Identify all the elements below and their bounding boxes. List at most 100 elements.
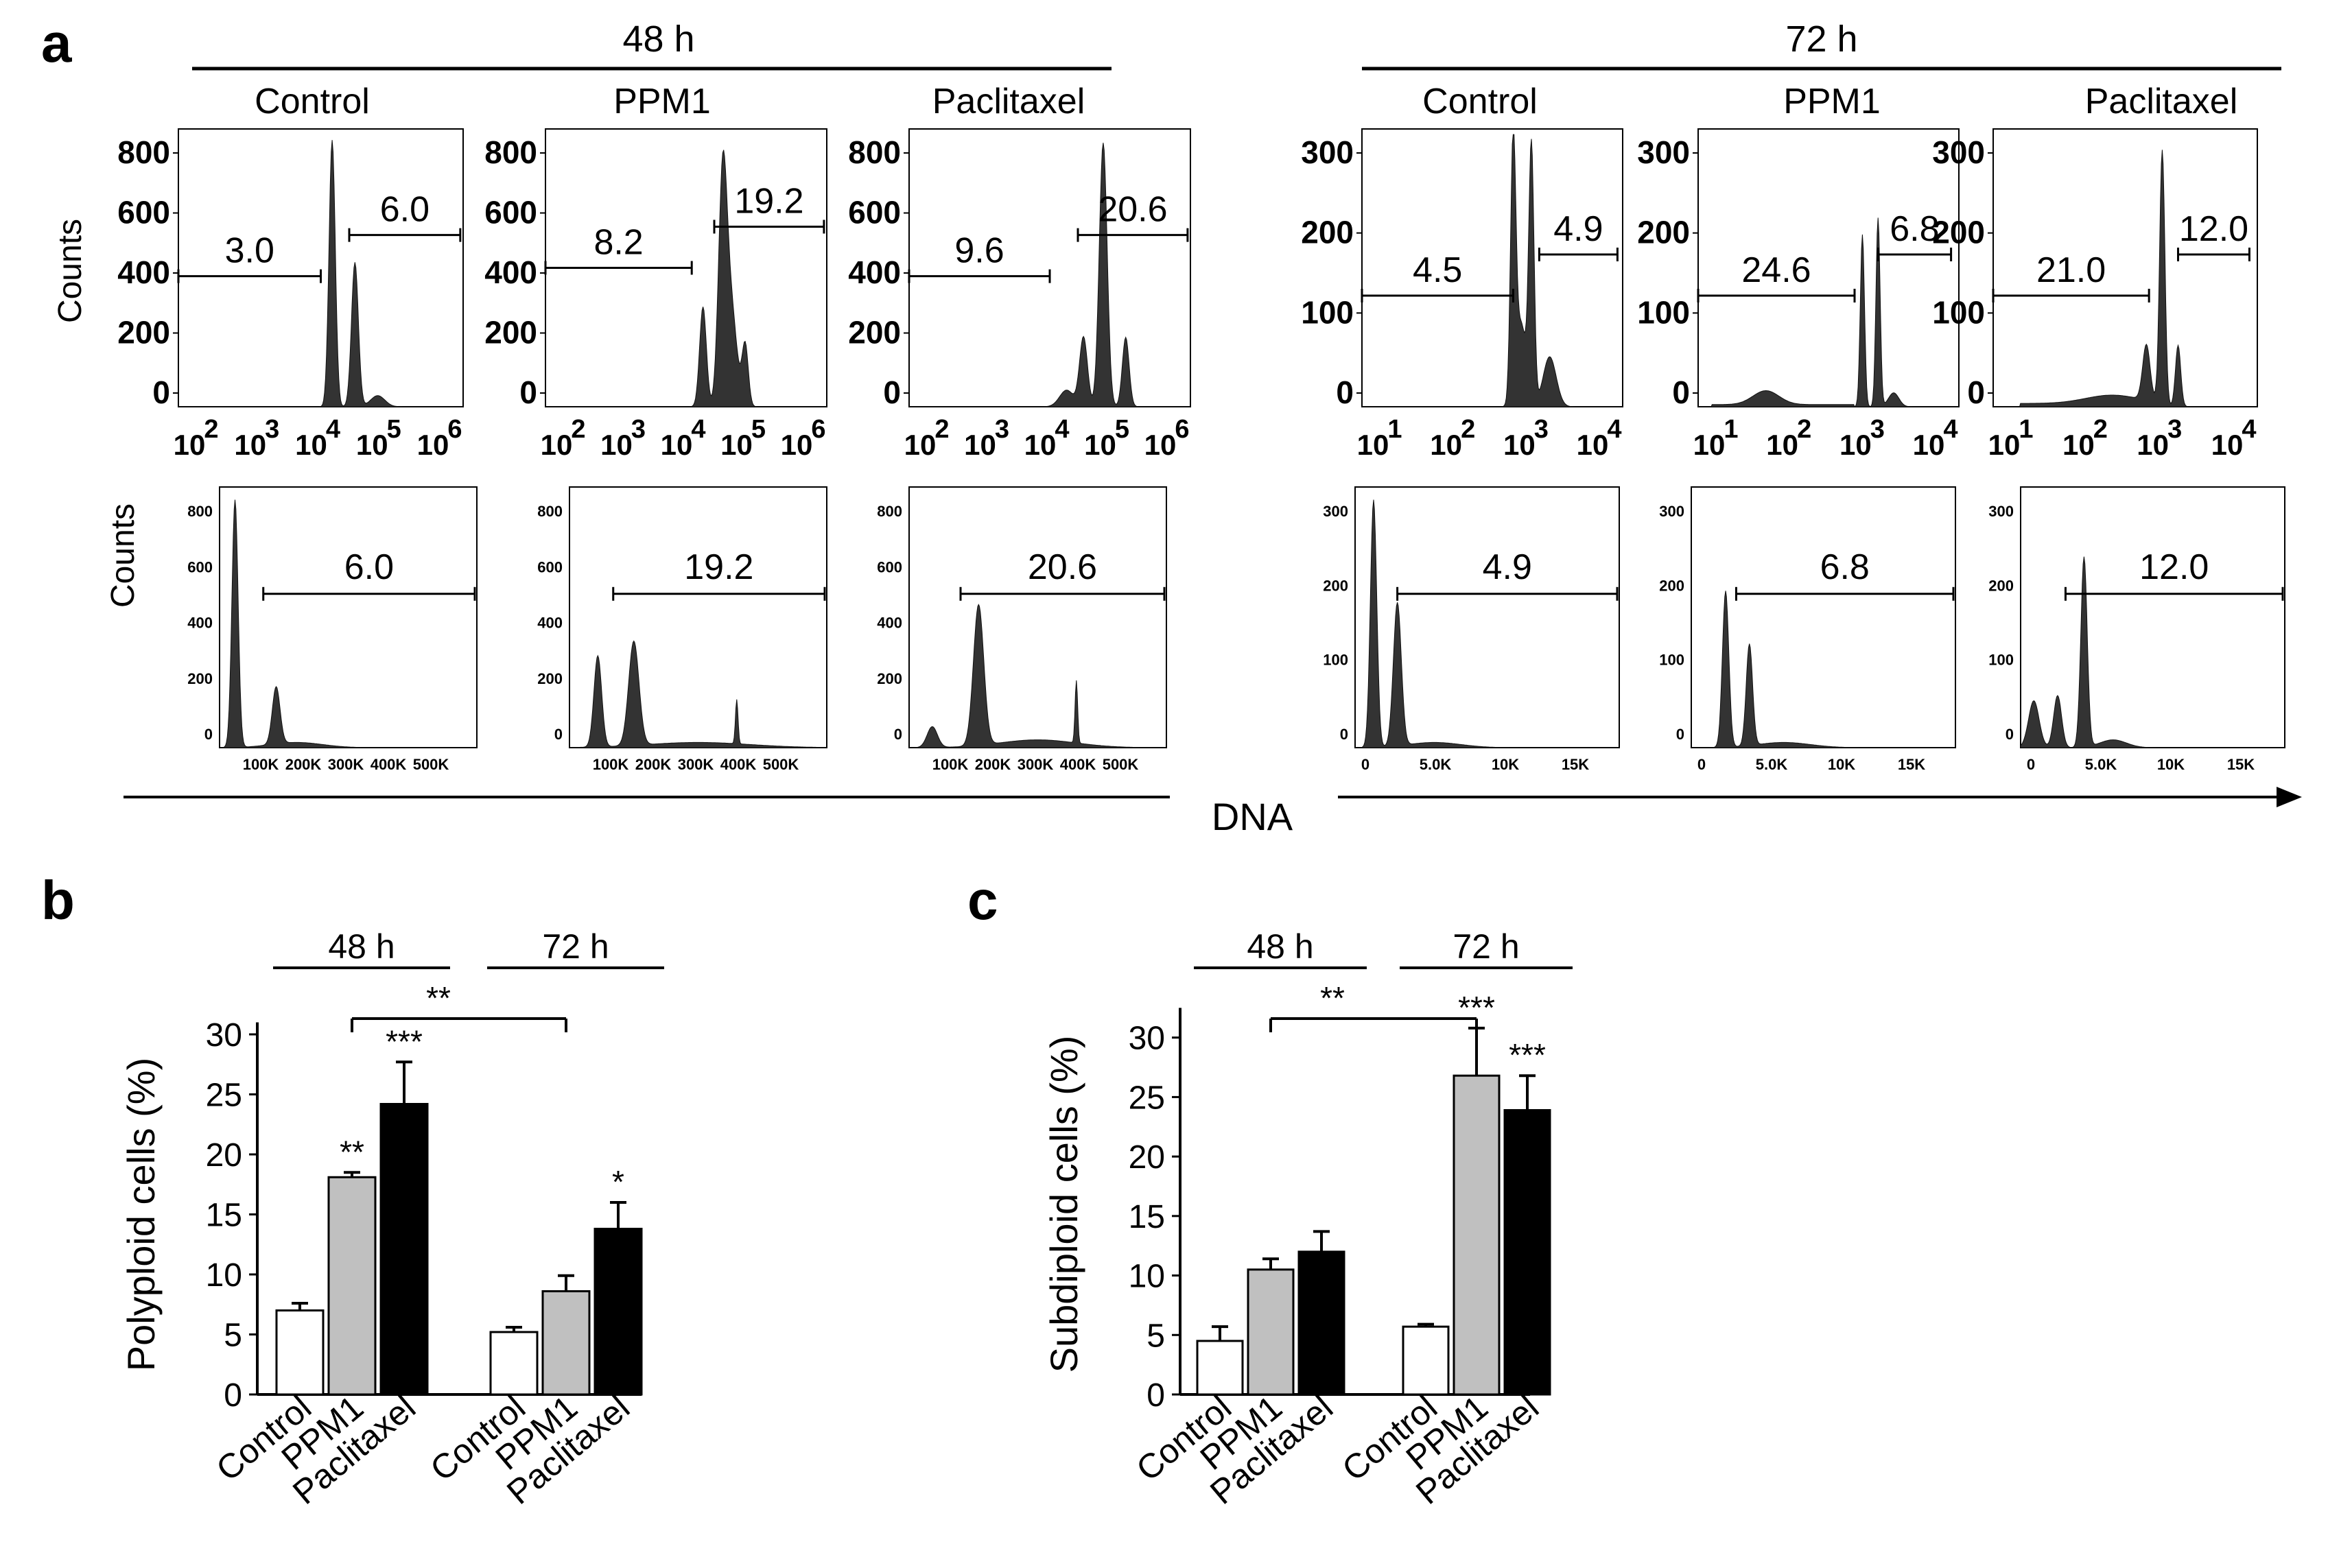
y-tick-label: 400: [877, 615, 902, 632]
bar-72h-Paclitaxel: [1503, 1108, 1551, 1396]
x-tick-label: 100K: [593, 756, 629, 773]
y-tick-label: 400: [187, 615, 213, 632]
y-axis-label: Polyploid cells (%): [119, 1058, 163, 1372]
gate-value: 8.2: [593, 223, 643, 263]
x-log-base: 10: [1766, 429, 1798, 461]
y-tick-label: 5: [224, 1318, 242, 1354]
y-tick-label: 300: [1637, 134, 1690, 170]
histogram-fill: [1698, 217, 1959, 407]
x-log-base: 10: [600, 429, 633, 461]
linear-histogram-0: 0 200 400 600 800 100K 200K 300K 400K 500K: [187, 486, 478, 773]
y-tick-label: 600: [537, 558, 563, 575]
significance-marker: ***: [1509, 1037, 1546, 1073]
x-log-exponent: 3: [1870, 415, 1885, 444]
y-tick-label: 400: [117, 254, 170, 290]
x-log-exponent: 2: [1797, 415, 1811, 444]
linear-histogram-5: 0 100 200 300 0 5.0K 10K 15K: [1988, 486, 2285, 773]
panel-label-c: c: [967, 870, 998, 931]
y-tick-label: 600: [484, 195, 537, 230]
x-tick-label: 5.0K: [1420, 756, 1452, 773]
y-tick-label: 0: [2006, 726, 2014, 743]
bar-72h-PPM1: [1453, 1074, 1501, 1396]
linear-gate-2: 20.6: [959, 547, 1166, 601]
y-tick-label: 800: [877, 503, 902, 520]
y-tick-label: 800: [848, 134, 901, 170]
y-tick-label: 300: [1323, 503, 1348, 520]
y-tick-label: 200: [1659, 577, 1684, 594]
group-header-1: 72 h: [542, 927, 609, 966]
x-log-exponent: 1: [1387, 415, 1402, 444]
bar-chart-c: 48 h 72 h 0 5 10 15 20 25 30 Subdiploid cells (%)…: [1042, 927, 1573, 1512]
x-tick-label: 400K: [371, 756, 407, 773]
bracket-label: **: [426, 980, 451, 1016]
y-tick-label: 600: [117, 195, 170, 230]
x-log-base: 10: [356, 429, 388, 461]
x-log-base: 10: [1913, 429, 1945, 461]
x-log-exponent: 1: [2019, 415, 2033, 444]
y-tick-label: 30: [1129, 1021, 1165, 1057]
x-log-base: 10: [541, 429, 573, 461]
x-log-base: 10: [234, 429, 266, 461]
gate-value: 19.2: [684, 547, 753, 587]
x-log-base: 10: [1084, 429, 1116, 461]
bar-72h-Control: [1402, 1325, 1450, 1396]
histogram-fill: [1362, 134, 1623, 407]
histogram-fill: [1993, 150, 2257, 407]
y-tick-label: 100: [1637, 294, 1690, 330]
y-tick-label: 300: [1301, 134, 1354, 170]
condition-title-1: PPM1: [613, 82, 711, 121]
counts-label-bottom: Counts: [105, 503, 141, 608]
x-log-base: 10: [781, 429, 813, 461]
y-tick-label: 0: [554, 726, 563, 743]
y-tick-label: 200: [1637, 215, 1690, 250]
y-tick-label: 200: [848, 315, 901, 351]
histogram-fill: [1354, 499, 1619, 748]
log-left-gate-1: 8.2: [544, 223, 693, 275]
bar-48h-Control: [1196, 1340, 1244, 1396]
log-right-gate-0: 6.0: [348, 190, 462, 242]
x-tick-label: 5.0K: [2085, 756, 2117, 773]
bar-72h-Control: [489, 1331, 539, 1396]
gate-value: 4.5: [1413, 250, 1462, 290]
gate-value: 20.6: [1098, 190, 1167, 230]
linear-gate-4: 6.8: [1735, 547, 1955, 601]
bar-48h-PPM1: [1247, 1268, 1295, 1396]
y-tick-label: 200: [1323, 577, 1348, 594]
x-log-exponent: 6: [1175, 415, 1189, 444]
x-log-exponent: 3: [995, 415, 1009, 444]
linear-gate-5: 12.0: [2064, 547, 2284, 601]
y-tick-label: 800: [117, 134, 170, 170]
y-axis-label: Subdiploid cells (%): [1042, 1036, 1085, 1373]
log-right-gate-5: 12.0: [2177, 209, 2250, 261]
y-tick-label: 10: [206, 1257, 242, 1294]
y-tick-label: 0: [519, 375, 537, 410]
condition-title-3: Control: [1422, 82, 1538, 121]
bracket-label: **: [1320, 980, 1345, 1016]
x-log-exponent: 6: [811, 415, 825, 444]
x-log-base: 10: [720, 429, 753, 461]
gate-value: 6.8: [1890, 209, 1939, 249]
x-log-base: 10: [1024, 429, 1057, 461]
x-log-base: 10: [1988, 429, 2021, 461]
y-tick-label: 0: [152, 375, 170, 410]
gate-value: 4.9: [1553, 209, 1603, 249]
bar-48h-Paclitaxel: [379, 1103, 429, 1396]
y-tick-label: 0: [1672, 375, 1690, 410]
histogram-fill: [1691, 591, 1955, 748]
gate-value: 6.8: [1820, 547, 1870, 587]
x-log-exponent: 3: [1534, 415, 1549, 444]
counts-label-top: Counts: [52, 219, 89, 323]
x-log-exponent: 3: [265, 415, 279, 444]
y-tick-label: 0: [1147, 1377, 1165, 1414]
x-tick-label: 10K: [1492, 756, 1519, 773]
x-log-base: 10: [1839, 429, 1872, 461]
x-tick-label: 200K: [975, 756, 1011, 773]
x-tick-label: 300K: [1018, 756, 1054, 773]
y-tick-label: 20: [1129, 1139, 1165, 1176]
y-tick-label: 0: [1676, 726, 1684, 743]
y-tick-label: 200: [1301, 215, 1354, 250]
x-log-exponent: 3: [2167, 415, 2182, 444]
